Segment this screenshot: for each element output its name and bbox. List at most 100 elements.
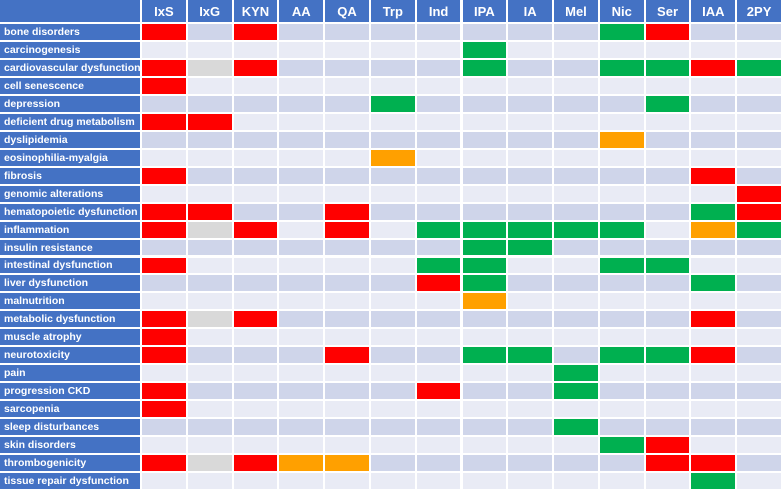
cell-empty [554,77,600,96]
cell-red [691,59,738,78]
cell-empty [370,257,417,276]
cell-empty [599,293,646,312]
cell-red [416,383,463,402]
cell-empty [370,239,417,258]
cell-empty [508,203,555,222]
cell-empty [233,41,280,60]
row-label: intestinal dysfunction [0,257,142,276]
cell-empty [462,473,509,491]
cell-empty [279,185,326,204]
cell-green [691,473,738,491]
row-label: fibrosis [0,167,142,186]
cell-empty [691,239,738,258]
cell-empty [737,383,783,402]
cell-empty [599,311,646,330]
cell-green [645,59,692,78]
cell-orange [279,455,326,474]
cell-empty [737,311,783,330]
cell-empty [187,24,234,42]
cell-empty [462,455,509,474]
cell-empty [737,473,783,491]
cell-empty [233,275,280,294]
cell-empty [691,365,738,384]
column-header: AA [279,0,326,24]
cell-empty [462,185,509,204]
cell-empty [599,203,646,222]
cell-empty [599,365,646,384]
cell-empty [416,455,463,474]
row-label: inflammation [0,221,142,240]
cell-empty [416,167,463,186]
cell-empty [325,59,371,78]
cell-green [599,257,646,276]
cell-empty [233,347,280,366]
cell-empty [279,311,326,330]
cell-empty [737,455,783,474]
cell-empty [187,41,234,60]
cell-empty [645,167,692,186]
column-header: IA [508,0,555,24]
cell-empty [187,257,234,276]
cell-empty [233,149,280,168]
cell-empty [462,203,509,222]
cell-empty [370,329,417,348]
cell-red [142,203,188,222]
cell-empty [279,383,326,402]
cell-empty [554,275,600,294]
cell-empty [508,383,555,402]
cell-empty [370,41,417,60]
cell-empty [279,419,326,438]
cell-empty [554,203,600,222]
header-corner [0,0,142,24]
cell-empty [508,167,555,186]
cell-empty [416,293,463,312]
cell-empty [462,149,509,168]
cell-empty [416,437,463,456]
cell-empty [691,329,738,348]
cell-empty [508,419,555,438]
cell-empty [325,365,371,384]
cell-red [233,59,280,78]
cell-empty [233,239,280,258]
cell-empty [233,473,280,491]
cell-empty [462,365,509,384]
cell-empty [233,77,280,96]
cell-empty [279,239,326,258]
cell-empty [279,95,326,114]
cell-empty [599,167,646,186]
cell-empty [187,131,234,150]
cell-empty [462,167,509,186]
cell-empty [142,239,188,258]
cell-empty [645,77,692,96]
cell-green [508,221,555,240]
cell-empty [233,293,280,312]
cell-empty [416,41,463,60]
cell-green [645,257,692,276]
cell-empty [645,365,692,384]
cell-empty [554,149,600,168]
cell-empty [462,311,509,330]
cell-empty [416,185,463,204]
cell-empty [508,401,555,420]
cell-empty [142,419,188,438]
cell-green [462,275,509,294]
cell-empty [554,311,600,330]
cell-empty [416,347,463,366]
cell-empty [737,24,783,42]
cell-empty [554,473,600,491]
cell-empty [279,257,326,276]
cell-empty [370,113,417,132]
cell-empty [737,293,783,312]
cell-empty [279,167,326,186]
cell-empty [554,401,600,420]
cell-empty [691,383,738,402]
row-label: metabolic dysfunction [0,311,142,330]
cell-empty [508,293,555,312]
row-label: skin disorders [0,437,142,456]
cell-empty [325,257,371,276]
cell-green [416,221,463,240]
cell-red [142,383,188,402]
cell-empty [416,401,463,420]
cell-empty [142,131,188,150]
cell-empty [370,221,417,240]
